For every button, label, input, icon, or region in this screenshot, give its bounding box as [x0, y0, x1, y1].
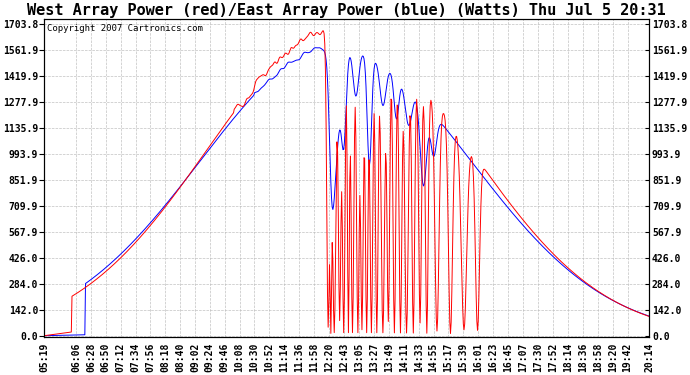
Text: Copyright 2007 Cartronics.com: Copyright 2007 Cartronics.com — [48, 24, 203, 33]
Title: West Array Power (red)/East Array Power (blue) (Watts) Thu Jul 5 20:31: West Array Power (red)/East Array Power … — [28, 3, 666, 18]
